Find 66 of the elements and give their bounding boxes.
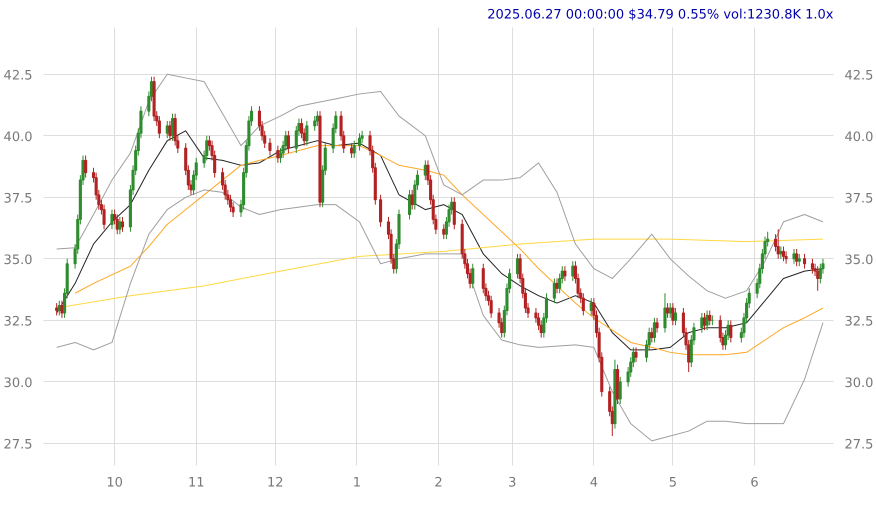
candlestick xyxy=(618,376,622,404)
candlestick xyxy=(305,120,308,146)
candlestick xyxy=(228,194,232,213)
candlestick xyxy=(84,154,88,178)
candlestick xyxy=(582,292,585,316)
chart-title: 2025.06.27 00:00:00 $34.79 0.55% vol:1230.8K 1.0x xyxy=(487,8,834,22)
x-tick-label: 6 xyxy=(750,476,759,490)
x-tick-label: 1 xyxy=(352,476,362,490)
candlestick xyxy=(656,317,659,334)
y-tick-label: 37.5 xyxy=(4,191,33,206)
candlestick xyxy=(729,320,732,343)
candlestick xyxy=(590,298,593,316)
y-tick-label: 32.5 xyxy=(4,314,33,330)
candlestick xyxy=(110,209,114,230)
candlestick xyxy=(782,246,786,262)
line-series xyxy=(56,74,824,299)
candlestick xyxy=(58,300,61,316)
candlestick xyxy=(663,292,667,334)
y-tick-label: 27.5 xyxy=(4,437,33,452)
x-tick-label: 3 xyxy=(508,476,516,490)
candlestick xyxy=(166,120,169,139)
y-tick-label: 30.0 xyxy=(4,376,33,391)
y2-tick-label: 35.0 xyxy=(844,252,874,268)
candlestick xyxy=(358,132,362,152)
candlestick xyxy=(795,248,798,267)
candlestick xyxy=(779,246,782,260)
candlestick xyxy=(652,317,656,343)
candlestick xyxy=(379,194,382,228)
y-tick-label: 42.5 xyxy=(4,68,33,84)
candlestick xyxy=(708,310,712,326)
candlestick xyxy=(452,196,456,230)
candlestick xyxy=(442,224,446,240)
candlestick xyxy=(286,130,290,154)
x-tick-label: 11 xyxy=(188,476,205,490)
candlestick xyxy=(798,253,801,267)
candlestick xyxy=(634,346,638,363)
y2-tick-label: 32.5 xyxy=(844,314,874,330)
candlestick xyxy=(674,308,678,326)
candlestick xyxy=(650,327,654,343)
y2-tick-label: 40.0 xyxy=(844,130,874,145)
candlestick xyxy=(668,302,672,318)
candlestick xyxy=(563,266,566,282)
candlestick xyxy=(552,278,556,304)
y-tick-label: 40.0 xyxy=(4,130,33,145)
x-tick-label: 5 xyxy=(668,476,678,490)
y2-tick-label: 30.0 xyxy=(844,376,874,391)
candlestick xyxy=(352,140,356,158)
x-tick-label: 12 xyxy=(266,476,284,490)
candlestick xyxy=(802,253,806,270)
y-tick-label: 35.0 xyxy=(4,252,33,268)
y2-tick-label: 37.5 xyxy=(844,191,874,206)
candlestick xyxy=(784,250,788,264)
y2-tick-label: 27.5 xyxy=(844,437,874,452)
candlestick xyxy=(816,266,820,292)
y2-tick-label: 42.5 xyxy=(844,68,874,84)
candlestick xyxy=(120,216,124,232)
x-tick-label: 4 xyxy=(590,476,598,490)
candlestick xyxy=(818,263,822,284)
x-tick-label: 2 xyxy=(434,476,443,490)
candlestick xyxy=(810,258,814,274)
candlestick xyxy=(571,260,574,282)
candlestick xyxy=(490,295,493,318)
x-tick-label: 10 xyxy=(106,476,123,490)
candlestick xyxy=(471,263,474,289)
candlestick xyxy=(776,228,780,260)
candlestick xyxy=(268,138,272,156)
